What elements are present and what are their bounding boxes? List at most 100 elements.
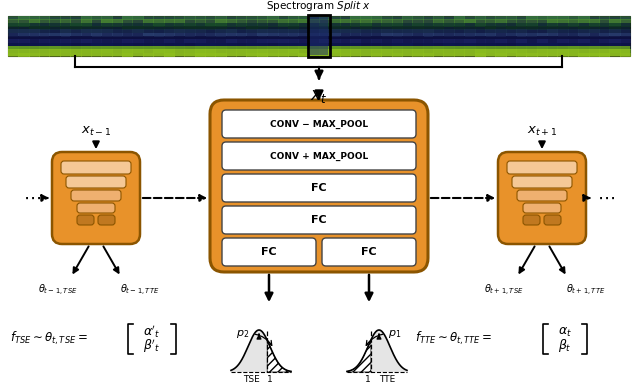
Bar xyxy=(195,53,206,57)
Bar xyxy=(8,26,19,30)
Bar xyxy=(599,23,611,27)
Bar xyxy=(360,46,372,50)
Bar xyxy=(350,43,362,46)
Bar xyxy=(443,26,455,30)
Bar xyxy=(216,39,226,43)
Bar xyxy=(422,36,434,40)
Bar xyxy=(257,29,268,33)
Bar xyxy=(329,36,341,40)
Bar xyxy=(143,49,154,53)
Bar xyxy=(547,20,558,23)
Bar xyxy=(101,49,113,53)
Bar xyxy=(619,43,631,46)
Bar xyxy=(526,46,538,50)
Bar xyxy=(19,49,30,53)
Bar xyxy=(588,23,600,27)
Bar xyxy=(246,46,258,50)
Bar xyxy=(516,36,528,40)
Bar xyxy=(101,20,113,23)
Bar xyxy=(216,49,226,53)
Bar xyxy=(101,16,113,20)
Bar xyxy=(288,29,299,33)
Bar xyxy=(599,46,611,50)
Bar xyxy=(288,53,299,57)
Bar xyxy=(558,36,569,40)
Bar xyxy=(19,46,30,50)
Bar xyxy=(526,20,538,23)
Bar xyxy=(174,20,185,23)
Bar xyxy=(310,17,328,55)
Bar xyxy=(371,29,382,33)
Bar xyxy=(485,46,496,50)
Bar xyxy=(278,29,289,33)
Bar xyxy=(70,26,82,30)
Bar xyxy=(339,26,351,30)
Bar xyxy=(371,23,382,27)
Bar xyxy=(91,29,102,33)
Bar xyxy=(599,16,611,20)
Bar xyxy=(50,26,61,30)
Bar xyxy=(70,33,82,37)
Bar xyxy=(39,43,50,46)
Bar xyxy=(133,39,144,43)
Text: FC: FC xyxy=(361,247,377,257)
Bar xyxy=(329,16,341,20)
Bar xyxy=(485,23,496,27)
Bar xyxy=(163,20,175,23)
Bar xyxy=(609,43,621,46)
Bar xyxy=(29,36,40,40)
Bar xyxy=(70,29,82,33)
Bar xyxy=(184,46,196,50)
Bar xyxy=(412,49,424,53)
Bar xyxy=(558,16,569,20)
Bar xyxy=(475,39,486,43)
Text: CONV + MAX_POOL: CONV + MAX_POOL xyxy=(270,151,368,161)
Bar xyxy=(392,39,403,43)
Bar xyxy=(558,20,569,23)
Bar xyxy=(381,20,392,23)
Bar xyxy=(309,46,320,50)
Bar xyxy=(526,16,538,20)
Bar xyxy=(70,49,82,53)
Bar xyxy=(246,20,258,23)
Bar xyxy=(516,39,528,43)
Text: $\theta_{t-1,TSE}$: $\theta_{t-1,TSE}$ xyxy=(38,283,78,298)
Bar xyxy=(485,53,496,57)
Bar xyxy=(267,36,279,40)
Bar xyxy=(267,46,279,50)
Bar xyxy=(339,33,351,37)
Bar xyxy=(60,29,71,33)
Bar xyxy=(412,43,424,46)
Bar xyxy=(422,49,434,53)
Bar xyxy=(350,16,362,20)
Bar xyxy=(39,16,50,20)
Bar xyxy=(505,23,517,27)
Bar xyxy=(8,20,19,23)
Bar xyxy=(485,43,496,46)
Bar xyxy=(174,23,185,27)
Bar xyxy=(309,33,320,37)
Bar xyxy=(299,20,309,23)
Bar xyxy=(412,26,424,30)
Bar xyxy=(516,33,528,37)
Bar xyxy=(516,26,528,30)
Bar xyxy=(619,16,631,20)
Bar xyxy=(143,29,154,33)
Bar xyxy=(163,49,175,53)
Bar xyxy=(433,33,445,37)
Bar xyxy=(619,49,631,53)
Bar xyxy=(19,33,30,37)
Bar xyxy=(246,23,258,27)
Bar xyxy=(505,49,517,53)
Bar xyxy=(205,36,216,40)
Bar xyxy=(464,33,475,37)
Bar xyxy=(143,36,154,40)
FancyBboxPatch shape xyxy=(222,174,416,202)
Text: 1: 1 xyxy=(365,375,371,384)
Bar xyxy=(443,29,455,33)
Bar xyxy=(464,36,475,40)
Bar xyxy=(288,26,299,30)
Bar xyxy=(360,43,372,46)
Bar xyxy=(143,23,154,27)
Bar xyxy=(122,49,133,53)
